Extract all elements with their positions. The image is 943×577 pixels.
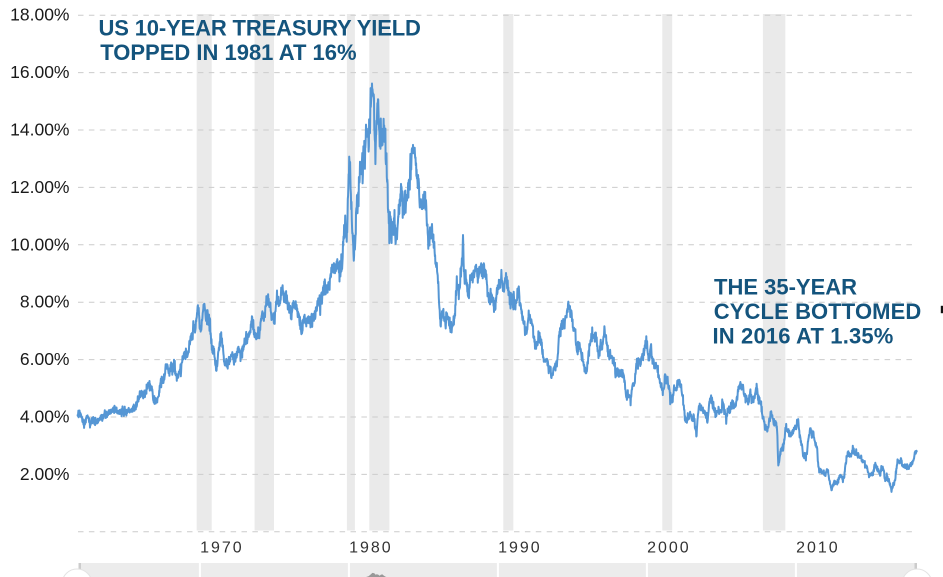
- svg-text:16.00%: 16.00%: [10, 62, 69, 82]
- svg-text:14.00%: 14.00%: [10, 120, 69, 140]
- svg-text:US 10-YEAR TREASURY YIELD: US 10-YEAR TREASURY YIELD: [99, 16, 421, 41]
- svg-text:THE 35-YEAR: THE 35-YEAR: [714, 275, 857, 300]
- svg-text:12.00%: 12.00%: [10, 177, 69, 197]
- svg-text:2.00%: 2.00%: [20, 464, 70, 484]
- svg-text:CYCLE BOTTOMED: CYCLE BOTTOMED: [714, 299, 922, 324]
- svg-text:TOPPED IN 1981 AT 16%: TOPPED IN 1981 AT 16%: [100, 40, 356, 65]
- svg-text:1970: 1970: [200, 540, 244, 557]
- svg-text:8.00%: 8.00%: [20, 292, 70, 312]
- svg-text:18.00%: 18.00%: [10, 5, 69, 25]
- svg-text:4.00%: 4.00%: [20, 407, 70, 427]
- svg-text:1990: 1990: [498, 540, 542, 557]
- svg-text:2000: 2000: [647, 540, 691, 557]
- svg-text:6.00%: 6.00%: [20, 349, 70, 369]
- svg-text:10.00%: 10.00%: [10, 234, 69, 254]
- svg-text:1980: 1980: [349, 540, 393, 557]
- svg-text:2010: 2010: [796, 540, 840, 557]
- svg-text:IN 2016 AT 1.35%: IN 2016 AT 1.35%: [713, 324, 894, 349]
